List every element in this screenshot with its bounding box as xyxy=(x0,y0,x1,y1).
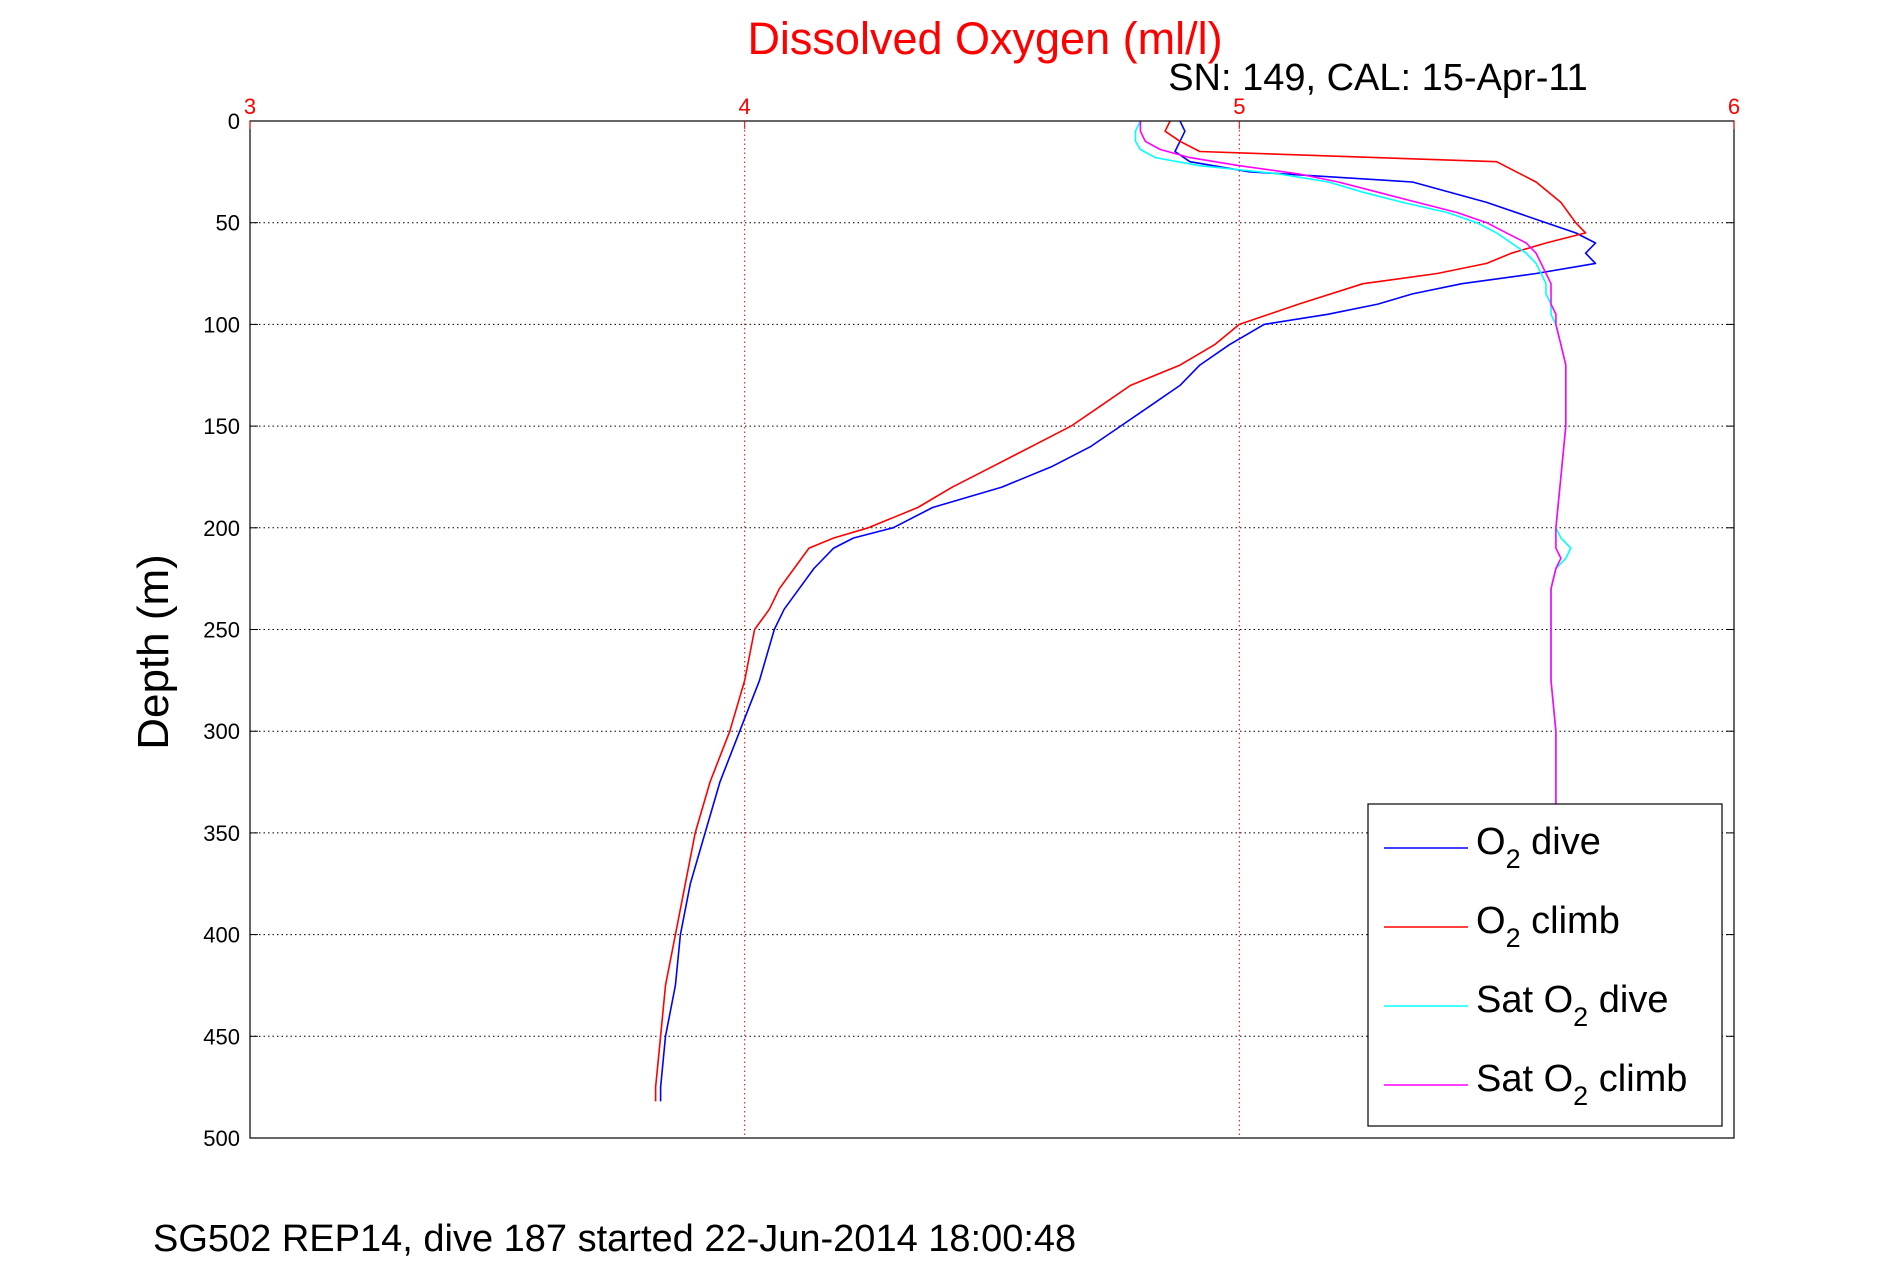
y-tick-label: 0 xyxy=(228,109,240,134)
y-tick-label: 450 xyxy=(203,1024,240,1049)
y-axis-label: Depth (m) xyxy=(129,554,178,750)
y-tick-label: 200 xyxy=(203,516,240,541)
x-tick-label: 3 xyxy=(244,94,256,119)
x-tick-label: 4 xyxy=(739,94,751,119)
series-line-o2-dive xyxy=(659,120,1597,1102)
y-tick-label: 150 xyxy=(203,414,240,439)
legend-box xyxy=(1367,803,1723,1127)
y-tick-label: 500 xyxy=(203,1126,240,1151)
series-layer xyxy=(654,120,1597,1102)
y-tick-label: 100 xyxy=(203,312,240,337)
legend-label-o2-dive: O2 dive xyxy=(1476,821,1601,874)
legend-label-sat-climb: Sat O2 climb xyxy=(1476,1058,1687,1111)
chart-title: Dissolved Oxygen (ml/l) xyxy=(747,13,1222,64)
y-tick-label: 400 xyxy=(203,923,240,948)
footer-caption: SG502 REP14, dive 187 started 22-Jun-201… xyxy=(153,1218,1076,1260)
series-line-o2-climb xyxy=(654,120,1587,1102)
legend-label-o2-climb: O2 climb xyxy=(1476,900,1620,953)
y-tick-label: 50 xyxy=(216,211,240,236)
legend-label-sat-dive: Sat O2 dive xyxy=(1476,979,1668,1032)
y-tick-label: 250 xyxy=(203,618,240,643)
grid-layer xyxy=(250,121,1734,1138)
x-tick-label: 6 xyxy=(1728,94,1740,119)
chart-subtitle: SN: 149, CAL: 15-Apr-11 xyxy=(1168,57,1588,99)
legend: O2 dive O2 climb Sat O2 dive Sat O2 climb xyxy=(1367,803,1723,1127)
y-tick-label: 350 xyxy=(203,821,240,846)
y-tick-label: 300 xyxy=(203,719,240,744)
series-line-sat-climb xyxy=(1139,121,1567,807)
x-tick-label: 5 xyxy=(1233,94,1245,119)
tick-layer: 3 4 5 6 0 50 100 150 200 250 300 350 400 450 500 xyxy=(203,94,1740,1151)
series-line-sat-dive xyxy=(1134,120,1572,807)
